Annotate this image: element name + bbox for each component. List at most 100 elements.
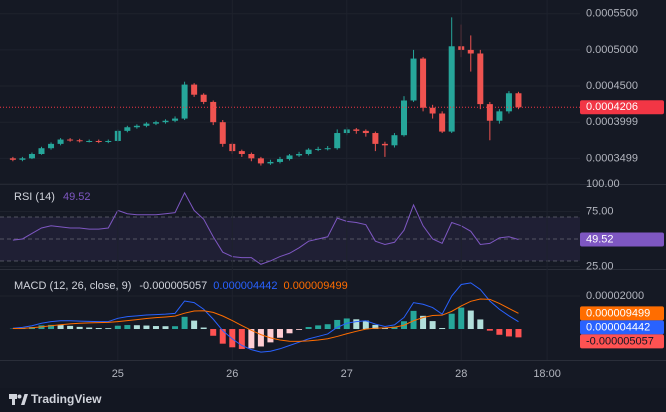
histogram-bar [152, 326, 159, 330]
histogram-bar [296, 329, 303, 330]
candle-body [133, 125, 140, 128]
y-tick-label: 0.00002000 [586, 290, 644, 302]
logo-shape [9, 394, 17, 399]
histogram-bar [114, 325, 121, 330]
candle-body [172, 118, 179, 121]
candle-body [67, 139, 74, 141]
histogram-bar [95, 328, 102, 330]
histogram-bar [48, 324, 55, 330]
candle-body [286, 155, 293, 160]
candle-body [315, 148, 322, 150]
value-tag-label: 0.000009499 [586, 307, 650, 319]
logo-shape [17, 394, 22, 399]
candle-body [400, 100, 407, 136]
histogram-bar [334, 319, 341, 330]
histogram-bar [286, 329, 293, 334]
histogram-bar [372, 324, 379, 330]
histogram-bar [353, 319, 360, 330]
histogram-bar [362, 320, 369, 330]
candle-body [105, 140, 112, 142]
value-tag [580, 232, 664, 247]
x-tick-label: 27 [341, 368, 353, 380]
value-tag-label: 49.52 [586, 233, 614, 245]
histogram-bar [172, 326, 179, 330]
candle-body [95, 140, 102, 142]
brand-logo: TradingView [9, 392, 102, 406]
y-tick-label: 75.00 [586, 205, 614, 217]
candle-body [429, 107, 436, 114]
histogram-bar [238, 329, 245, 349]
histogram-bar [458, 307, 465, 330]
x-tick-label: 28 [455, 368, 467, 380]
histogram-bar [210, 329, 217, 336]
value-tag [580, 100, 664, 115]
histogram-bar [276, 329, 283, 338]
macd-value: 0.000004442 [213, 280, 277, 292]
histogram-bar [181, 316, 188, 330]
histogram-bar [229, 329, 236, 348]
histogram-bar [486, 329, 493, 331]
value-tag [580, 306, 664, 321]
candle-body [391, 135, 398, 146]
macd-header: MACD (12, 26, close, 9) -0.000005057 0.000… [14, 280, 348, 292]
candle-body [210, 101, 217, 123]
histogram-bar [86, 327, 93, 330]
y-tick-label: 0.0004500 [586, 80, 638, 92]
y-tick-label: 25.00 [586, 260, 614, 272]
x-tick-label: 26 [226, 368, 238, 380]
macd-title: MACD (12, 26, close, 9) [14, 280, 131, 292]
histogram-bar [505, 329, 512, 337]
value-tag-label: 0.000004442 [586, 321, 650, 333]
macd-hist-value: -0.000005057 [139, 280, 207, 292]
candle-body [143, 123, 150, 126]
histogram-bar [267, 329, 274, 343]
plot-layer: 0.0005500 0.0005000 0.0004500 0.0003999 0.00… [0, 7, 664, 380]
histogram-bar [477, 319, 484, 330]
candle-body [467, 49, 474, 54]
candle-body [334, 133, 341, 149]
candle-body [191, 84, 198, 95]
histogram-bar [124, 325, 131, 330]
histogram-bar [391, 326, 398, 330]
histogram-bar [467, 310, 474, 330]
histogram-bar [429, 321, 436, 330]
candle-body [439, 113, 446, 132]
candle-body [48, 143, 55, 149]
candle-body [324, 148, 331, 150]
value-tag-label: 0.0004206 [586, 101, 638, 113]
histogram-bar [515, 329, 522, 338]
candle-body [305, 149, 312, 154]
candle-body [296, 153, 303, 156]
histogram-bar [143, 325, 150, 330]
candle-body [477, 53, 484, 105]
candle-body [28, 153, 35, 159]
candle-body [57, 139, 64, 144]
candle-body [276, 159, 283, 162]
candle-body [124, 127, 131, 131]
candle-body [372, 133, 379, 144]
histogram-bar [105, 328, 112, 330]
candle-body [381, 143, 388, 146]
rsi-value: 49.52 [63, 191, 91, 203]
candle-body [267, 161, 274, 164]
candle-body [219, 122, 226, 144]
candle-body [38, 148, 45, 154]
candle-body [9, 158, 16, 160]
histogram-bar [305, 327, 312, 330]
candle-body [238, 151, 245, 154]
value-tag-label: -0.000005057 [586, 335, 654, 347]
candle-body [486, 104, 493, 121]
y-tick-label: 100.00 [586, 178, 620, 190]
y-tick-label: 0.0005000 [586, 44, 638, 56]
histogram-bar [410, 310, 417, 330]
candle-body [86, 140, 93, 142]
candle-body [448, 46, 455, 132]
histogram-bar [200, 327, 207, 330]
value-tag [580, 320, 664, 335]
rsi-header: RSI (14) 49.52 [14, 191, 91, 203]
candle-body [248, 153, 255, 159]
histogram-bar [191, 320, 198, 330]
y-tick-label: 0.0005500 [586, 8, 638, 20]
candle-body [19, 158, 26, 160]
